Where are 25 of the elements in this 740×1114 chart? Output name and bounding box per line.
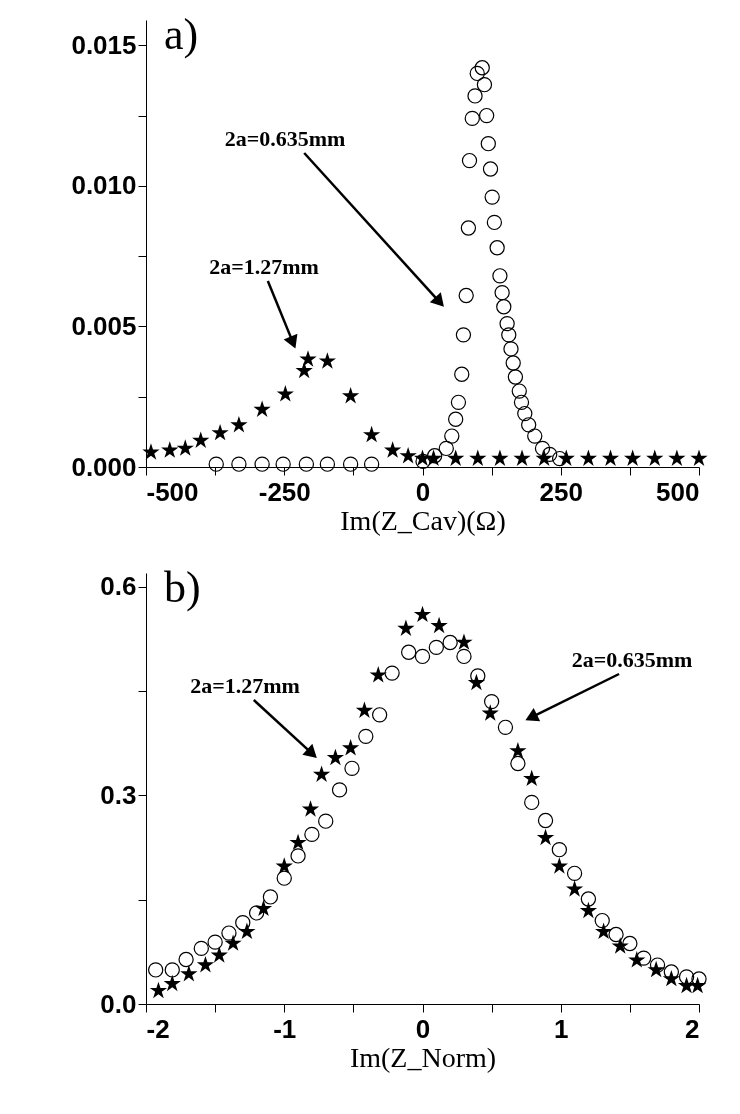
x-tick-label: 2 <box>685 1013 700 1044</box>
y-tick-label: 0.0 <box>100 988 137 1019</box>
x-tick-label: 0 <box>415 1013 431 1044</box>
annotation: 2a=1.27mm <box>209 254 319 279</box>
y-tick-label: 0.010 <box>71 170 137 201</box>
x-tick-label: 250 <box>539 476 583 507</box>
y-tick-label: 0.005 <box>71 310 137 341</box>
annotation: b) <box>164 563 201 612</box>
x-tick-label: 500 <box>656 476 700 507</box>
x-tick-label: 0 <box>415 476 431 507</box>
annotation: 2a=1.27mm <box>190 673 300 698</box>
annotation: 2a=0.635mm <box>571 647 693 672</box>
x-tick-label: -500 <box>146 476 199 507</box>
x-tick-label: -250 <box>258 476 311 507</box>
annotation: 2a=0.635mm <box>224 126 346 151</box>
x-axis-title: Im(Z_Norm) <box>349 1041 497 1073</box>
y-tick-label: 0.3 <box>100 779 137 810</box>
annotation: a) <box>164 10 199 59</box>
x-tick-label: 1 <box>554 1013 569 1044</box>
x-axis-title: Im(Z_Cav)(Ω) <box>340 504 506 536</box>
y-tick-label: 0.015 <box>71 29 137 60</box>
x-tick-label: -2 <box>146 1013 170 1044</box>
y-tick-label: 0.6 <box>100 571 137 602</box>
x-tick-label: -1 <box>273 1013 297 1044</box>
y-tick-label: 0.000 <box>71 451 137 482</box>
